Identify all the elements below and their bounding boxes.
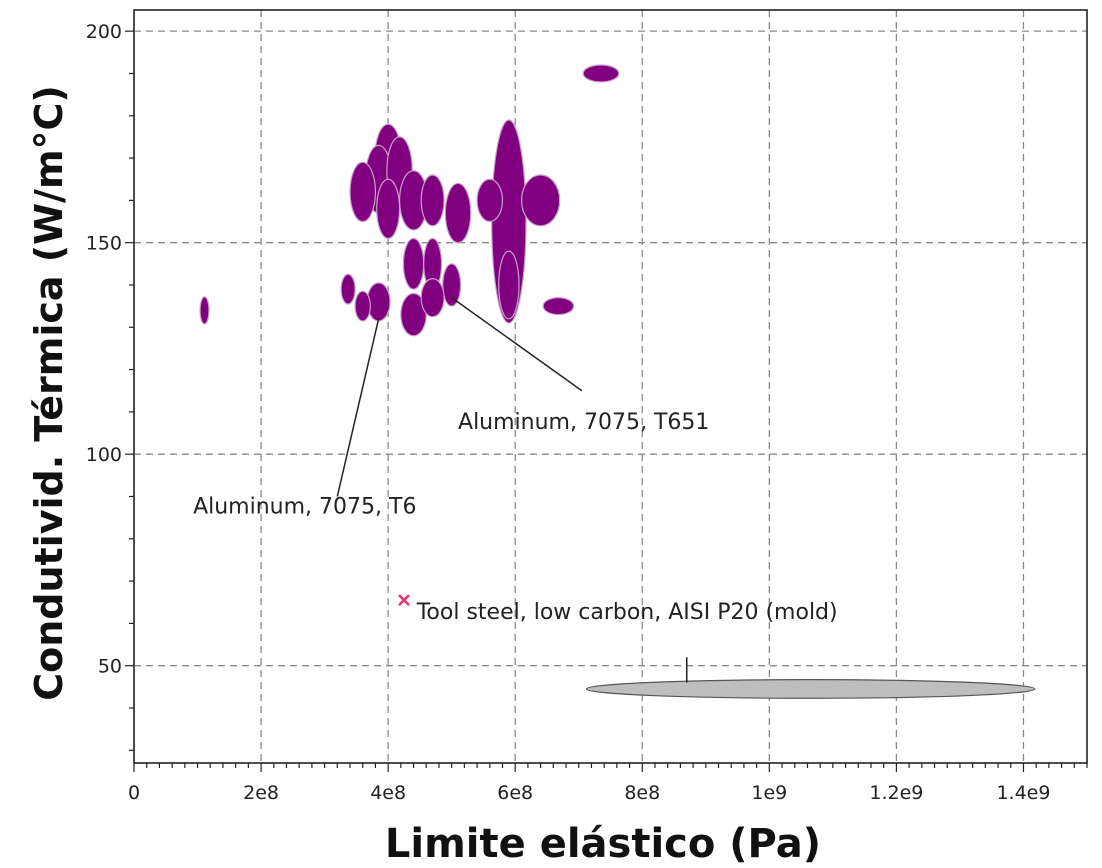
y-tick-label: 100	[86, 444, 122, 466]
aluminum-bubble	[542, 297, 575, 316]
aluminum-bubble	[349, 161, 377, 223]
aluminum-bubble	[400, 292, 427, 337]
y-tick-label: 150	[86, 233, 122, 255]
marker-stroke	[398, 594, 410, 607]
annotation-label: Aluminum, 7075, T6	[193, 494, 416, 519]
aluminum-bubble	[520, 174, 561, 227]
x-axis-title: Limite elástico (Pa)	[385, 821, 821, 867]
y-tick-label: 50	[98, 656, 122, 678]
x-tick-label: 8e8	[624, 782, 660, 804]
aluminum-bubble	[582, 64, 620, 83]
annotation-label: Aluminum, 7075, T651	[458, 410, 709, 435]
aluminum-bubble	[476, 178, 504, 223]
aluminum-bubble	[402, 237, 425, 290]
y-axis-title: Condutivid. Térmica (W/m°C)	[27, 85, 71, 701]
y-tick-label: 200	[86, 21, 122, 43]
aluminum-bubble	[420, 174, 445, 227]
x-tick-label: 6e8	[497, 782, 533, 804]
aluminum-bubble	[498, 250, 520, 320]
steel-bubble	[585, 679, 1036, 699]
x-tick-label: 2e8	[243, 782, 279, 804]
material-bubbles	[199, 64, 1036, 699]
annotation-leader-line	[336, 318, 380, 497]
aluminum-bubble	[444, 182, 472, 244]
x-tick-label: 1.4e9	[996, 782, 1050, 804]
aluminum-bubble	[442, 263, 462, 307]
aluminum-bubble	[376, 178, 401, 240]
annotation-label: Tool steel, low carbon, AISI P20 (mold)	[416, 600, 838, 625]
axes: 0 2e8 4e8 6e8 8e8 1e9 1.2e9 1.4e9 50 100 150 200	[86, 9, 1088, 804]
point-marker	[398, 594, 410, 607]
aluminum-bubble	[354, 290, 371, 322]
plot-frame	[133, 9, 1088, 764]
x-tick-label: 1.2e9	[869, 782, 923, 804]
annotation-leader-line	[451, 297, 583, 392]
aluminum-bubble	[420, 278, 445, 318]
x-tick-label: 4e8	[370, 782, 406, 804]
x-tick-label: 0	[128, 782, 140, 804]
aluminum-bubble	[340, 273, 356, 305]
x-tick-label: 1e9	[751, 782, 787, 804]
annotations: Aluminum, 7075, T651 Aluminum, 7075, T6 To…	[193, 297, 838, 683]
aluminum-bubble	[199, 296, 210, 325]
